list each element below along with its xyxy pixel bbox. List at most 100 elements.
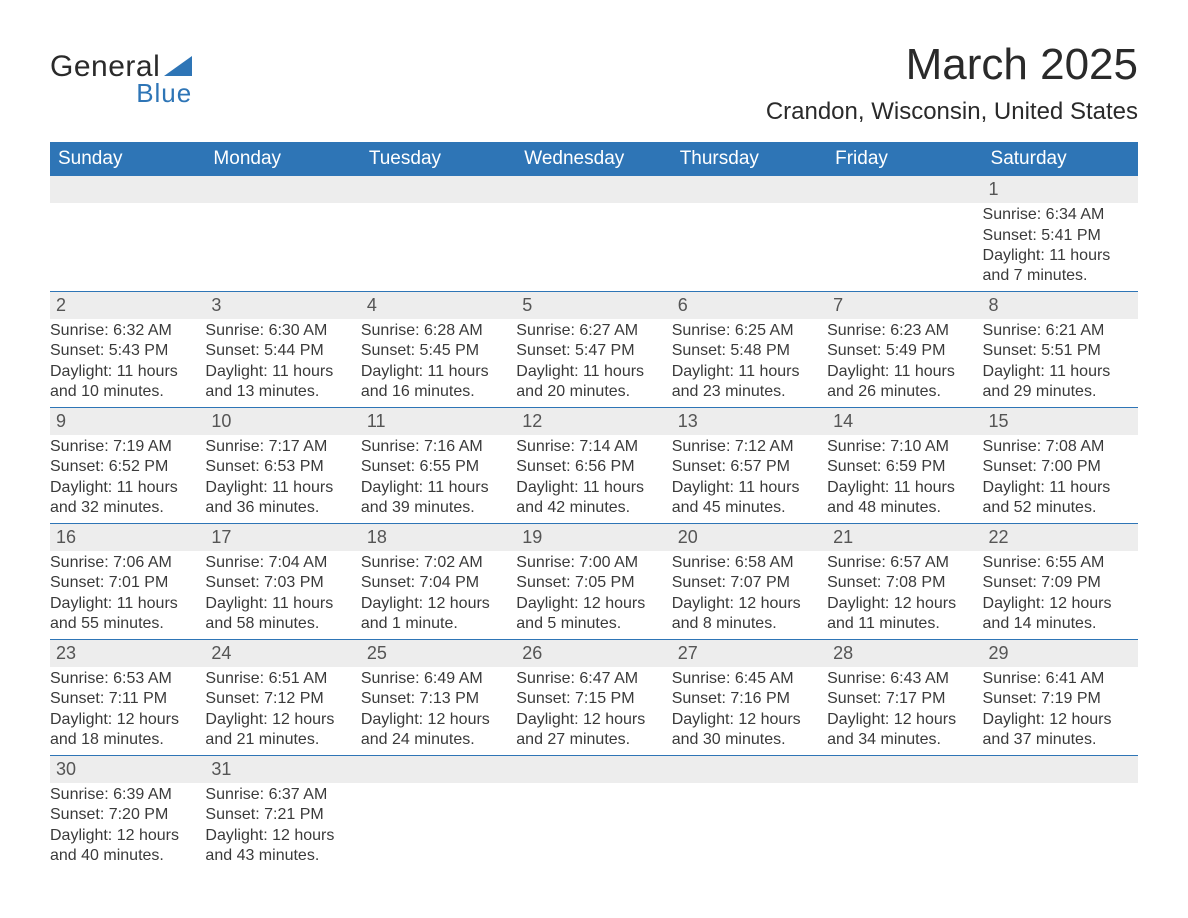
calendar-cell: 15Sunrise: 7:08 AMSunset: 7:00 PMDayligh… <box>983 407 1138 523</box>
day-number: 19 <box>516 524 671 551</box>
sunset-text: Sunset: 6:53 PM <box>205 457 360 477</box>
calendar-cell <box>672 176 827 291</box>
calendar-cell: 3Sunrise: 6:30 AMSunset: 5:44 PMDaylight… <box>205 291 360 407</box>
day-body: Sunrise: 7:00 AMSunset: 7:05 PMDaylight:… <box>516 551 671 639</box>
calendar-cell <box>827 755 982 870</box>
day-number: 30 <box>50 756 205 783</box>
calendar-cell: 8Sunrise: 6:21 AMSunset: 5:51 PMDaylight… <box>983 291 1138 407</box>
calendar-cell <box>983 755 1138 870</box>
day-body: Sunrise: 6:39 AMSunset: 7:20 PMDaylight:… <box>50 783 205 871</box>
daylight-text: Daylight: 11 hours and 39 minutes. <box>361 478 516 519</box>
day-body <box>516 783 671 789</box>
sunrise-text: Sunrise: 7:17 AM <box>205 437 360 457</box>
day-body: Sunrise: 7:14 AMSunset: 6:56 PMDaylight:… <box>516 435 671 523</box>
sunrise-text: Sunrise: 6:21 AM <box>983 321 1138 341</box>
day-body: Sunrise: 6:51 AMSunset: 7:12 PMDaylight:… <box>205 667 360 755</box>
day-number <box>361 756 516 783</box>
day-body: Sunrise: 6:57 AMSunset: 7:08 PMDaylight:… <box>827 551 982 639</box>
sunrise-text: Sunrise: 6:28 AM <box>361 321 516 341</box>
day-body: Sunrise: 7:08 AMSunset: 7:00 PMDaylight:… <box>983 435 1138 523</box>
day-body <box>516 203 671 209</box>
day-number: 14 <box>827 408 982 435</box>
daylight-text: Daylight: 12 hours and 21 minutes. <box>205 710 360 751</box>
sunrise-text: Sunrise: 7:02 AM <box>361 553 516 573</box>
sunrise-text: Sunrise: 6:30 AM <box>205 321 360 341</box>
sunset-text: Sunset: 6:56 PM <box>516 457 671 477</box>
day-body: Sunrise: 6:34 AMSunset: 5:41 PMDaylight:… <box>983 203 1138 291</box>
header: General Blue March 2025 Crandon, Wiscons… <box>50 40 1138 136</box>
daylight-text: Daylight: 12 hours and 5 minutes. <box>516 594 671 635</box>
sunset-text: Sunset: 5:45 PM <box>361 341 516 361</box>
day-number: 29 <box>983 640 1138 667</box>
sunrise-text: Sunrise: 6:37 AM <box>205 785 360 805</box>
day-number: 3 <box>205 292 360 319</box>
daylight-text: Daylight: 12 hours and 1 minute. <box>361 594 516 635</box>
day-body: Sunrise: 6:55 AMSunset: 7:09 PMDaylight:… <box>983 551 1138 639</box>
day-body: Sunrise: 7:10 AMSunset: 6:59 PMDaylight:… <box>827 435 982 523</box>
sunrise-text: Sunrise: 6:32 AM <box>50 321 205 341</box>
calendar-cell: 18Sunrise: 7:02 AMSunset: 7:04 PMDayligh… <box>361 523 516 639</box>
daylight-text: Daylight: 11 hours and 13 minutes. <box>205 362 360 403</box>
day-body: Sunrise: 6:47 AMSunset: 7:15 PMDaylight:… <box>516 667 671 755</box>
day-body: Sunrise: 7:06 AMSunset: 7:01 PMDaylight:… <box>50 551 205 639</box>
calendar-cell: 19Sunrise: 7:00 AMSunset: 7:05 PMDayligh… <box>516 523 671 639</box>
calendar-cell: 25Sunrise: 6:49 AMSunset: 7:13 PMDayligh… <box>361 639 516 755</box>
calendar-week-row: 30Sunrise: 6:39 AMSunset: 7:20 PMDayligh… <box>50 755 1138 870</box>
day-body: Sunrise: 6:45 AMSunset: 7:16 PMDaylight:… <box>672 667 827 755</box>
calendar-cell: 7Sunrise: 6:23 AMSunset: 5:49 PMDaylight… <box>827 291 982 407</box>
sunrise-text: Sunrise: 6:27 AM <box>516 321 671 341</box>
sunset-text: Sunset: 7:07 PM <box>672 573 827 593</box>
day-body <box>205 203 360 209</box>
sunset-text: Sunset: 7:01 PM <box>50 573 205 593</box>
sunset-text: Sunset: 5:47 PM <box>516 341 671 361</box>
calendar-cell <box>516 176 671 291</box>
day-body: Sunrise: 6:30 AMSunset: 5:44 PMDaylight:… <box>205 319 360 407</box>
sunset-text: Sunset: 7:15 PM <box>516 689 671 709</box>
daylight-text: Daylight: 11 hours and 26 minutes. <box>827 362 982 403</box>
calendar-cell <box>672 755 827 870</box>
day-number <box>361 176 516 203</box>
calendar-cell <box>205 176 360 291</box>
daylight-text: Daylight: 12 hours and 27 minutes. <box>516 710 671 751</box>
day-body <box>361 783 516 789</box>
daylight-text: Daylight: 11 hours and 16 minutes. <box>361 362 516 403</box>
calendar-week-row: 2Sunrise: 6:32 AMSunset: 5:43 PMDaylight… <box>50 291 1138 407</box>
calendar-cell: 10Sunrise: 7:17 AMSunset: 6:53 PMDayligh… <box>205 407 360 523</box>
daylight-text: Daylight: 12 hours and 43 minutes. <box>205 826 360 867</box>
day-number: 18 <box>361 524 516 551</box>
daylight-text: Daylight: 12 hours and 34 minutes. <box>827 710 982 751</box>
day-body: Sunrise: 6:43 AMSunset: 7:17 PMDaylight:… <box>827 667 982 755</box>
day-number: 28 <box>827 640 982 667</box>
sunrise-text: Sunrise: 6:57 AM <box>827 553 982 573</box>
calendar-week-row: 9Sunrise: 7:19 AMSunset: 6:52 PMDaylight… <box>50 407 1138 523</box>
day-body <box>50 203 205 209</box>
calendar-cell: 26Sunrise: 6:47 AMSunset: 7:15 PMDayligh… <box>516 639 671 755</box>
calendar-cell: 12Sunrise: 7:14 AMSunset: 6:56 PMDayligh… <box>516 407 671 523</box>
day-number <box>672 176 827 203</box>
day-number <box>983 756 1138 783</box>
daylight-text: Daylight: 11 hours and 52 minutes. <box>983 478 1138 519</box>
sunset-text: Sunset: 7:00 PM <box>983 457 1138 477</box>
day-body: Sunrise: 6:28 AMSunset: 5:45 PMDaylight:… <box>361 319 516 407</box>
sunrise-text: Sunrise: 6:58 AM <box>672 553 827 573</box>
day-number: 23 <box>50 640 205 667</box>
daylight-text: Daylight: 11 hours and 42 minutes. <box>516 478 671 519</box>
weekday-header: Thursday <box>672 142 827 176</box>
sunset-text: Sunset: 7:16 PM <box>672 689 827 709</box>
sunset-text: Sunset: 7:03 PM <box>205 573 360 593</box>
sunset-text: Sunset: 7:13 PM <box>361 689 516 709</box>
daylight-text: Daylight: 12 hours and 11 minutes. <box>827 594 982 635</box>
daylight-text: Daylight: 11 hours and 45 minutes. <box>672 478 827 519</box>
daylight-text: Daylight: 12 hours and 30 minutes. <box>672 710 827 751</box>
day-number: 12 <box>516 408 671 435</box>
sunset-text: Sunset: 7:05 PM <box>516 573 671 593</box>
day-number: 2 <box>50 292 205 319</box>
weekday-header: Tuesday <box>361 142 516 176</box>
sunset-text: Sunset: 5:43 PM <box>50 341 205 361</box>
day-body: Sunrise: 6:53 AMSunset: 7:11 PMDaylight:… <box>50 667 205 755</box>
day-body: Sunrise: 7:04 AMSunset: 7:03 PMDaylight:… <box>205 551 360 639</box>
day-number: 24 <box>205 640 360 667</box>
logo: General Blue <box>50 50 192 109</box>
day-number: 31 <box>205 756 360 783</box>
day-body <box>672 783 827 789</box>
